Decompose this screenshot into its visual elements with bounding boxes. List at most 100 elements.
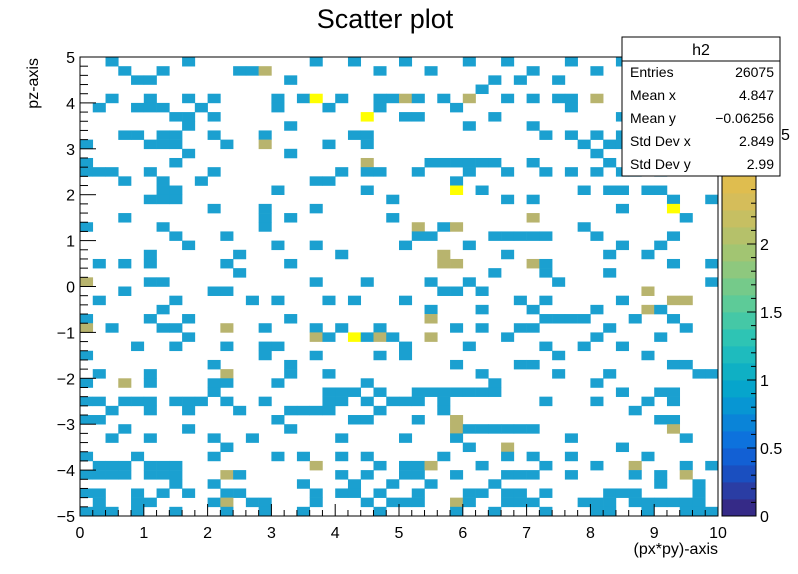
y-tick-label: 5 [66,50,75,67]
histogram-cell [322,139,336,150]
histogram-cell [424,479,438,489]
histogram-cell [411,112,425,122]
histogram-cell [411,396,425,407]
histogram-cell [284,75,298,85]
histogram-cell [641,451,655,462]
histogram-cell [347,387,362,397]
histogram-cell [284,359,298,370]
histogram-cell [526,497,540,508]
histogram-cell [220,497,234,508]
histogram-cell [296,93,310,104]
histogram-cell [143,460,157,471]
histogram-cell [539,295,553,306]
histogram-cell [654,240,668,251]
histogram-cell [347,479,362,489]
histogram-cell [284,121,298,131]
histogram-cell [105,506,119,517]
histogram-cell [143,314,157,324]
histogram-cell [131,341,145,352]
histogram-cell [360,167,374,177]
histogram-cell [207,130,221,140]
histogram-cell [207,359,221,370]
histogram-cell [207,497,221,508]
histogram-cell [552,314,566,324]
histogram-cell [564,470,578,480]
histogram-cell [603,249,617,260]
histogram-cell [437,93,451,104]
histogram-cell [105,433,119,443]
x-tick-label: 7 [522,525,531,542]
histogram-cell [220,442,234,453]
histogram-cell [501,249,515,260]
histogram-cell [513,295,527,306]
color-scale-step [722,346,756,364]
histogram-cell [564,167,578,177]
histogram-cell [615,442,629,453]
histogram-cell [526,231,540,241]
histogram-cell [360,451,374,462]
histogram-cell [399,497,413,508]
histogram-cell [552,369,566,379]
histogram-cell [654,470,668,480]
chart-title: Scatter plot [317,4,454,34]
histogram-cell [296,506,310,517]
histogram-cell [399,93,413,104]
histogram-cell [475,369,489,379]
histogram-cell [462,157,476,168]
histogram-cell [131,102,145,113]
histogram-cell [92,102,106,113]
histogram-cell [322,176,336,186]
histogram-cell [462,488,476,498]
histogram-cell [590,460,604,471]
stats-row-label: Mean x [630,87,676,103]
histogram-cell [666,231,681,241]
histogram-cell [424,314,438,324]
stats-row-label: Mean y [630,110,676,126]
histogram-cell [258,497,272,508]
histogram-cell [258,222,272,232]
histogram-cell [437,157,451,168]
histogram-cell [373,167,387,177]
histogram-cell [220,396,234,407]
histogram-cell [692,488,706,498]
histogram-cell [156,323,170,333]
histogram-cell [373,323,387,333]
histogram-cell [705,277,719,287]
histogram-cell [450,286,464,296]
histogram-cell [80,378,94,388]
histogram-cell [92,369,106,379]
y-tick-label: −4 [57,463,75,480]
histogram-cell [258,213,272,223]
histogram-cell [143,249,157,260]
histogram-cell [462,277,476,287]
histogram-cell [233,470,247,480]
histogram-cell [411,497,425,508]
histogram-cell [501,470,515,480]
stats-row-value: −0.06256 [715,110,774,126]
histogram-cell [92,497,106,508]
histogram-cell [603,369,617,379]
histogram-cell [692,369,706,379]
x-tick-label: 1 [139,525,148,542]
histogram-cell [335,249,349,260]
histogram-cell [462,497,476,508]
histogram-cell [156,277,170,287]
histogram-cell [475,185,489,195]
histogram-cell [373,332,387,342]
histogram-cell [80,157,94,168]
histogram-cell [475,304,489,315]
histogram-cell [679,460,693,471]
histogram-cell [322,295,336,306]
histogram-cell [424,66,438,76]
histogram-cell [258,350,272,361]
histogram-cell [118,286,132,296]
histogram-cell [194,396,208,407]
histogram-cell [220,258,234,269]
histogram-cell [615,341,629,352]
histogram-cell [296,479,310,489]
color-scale-step [722,431,756,449]
histogram-cell [526,93,540,104]
histogram-cell [450,497,464,508]
histogram-cell [118,460,132,471]
histogram-cell [143,378,157,388]
